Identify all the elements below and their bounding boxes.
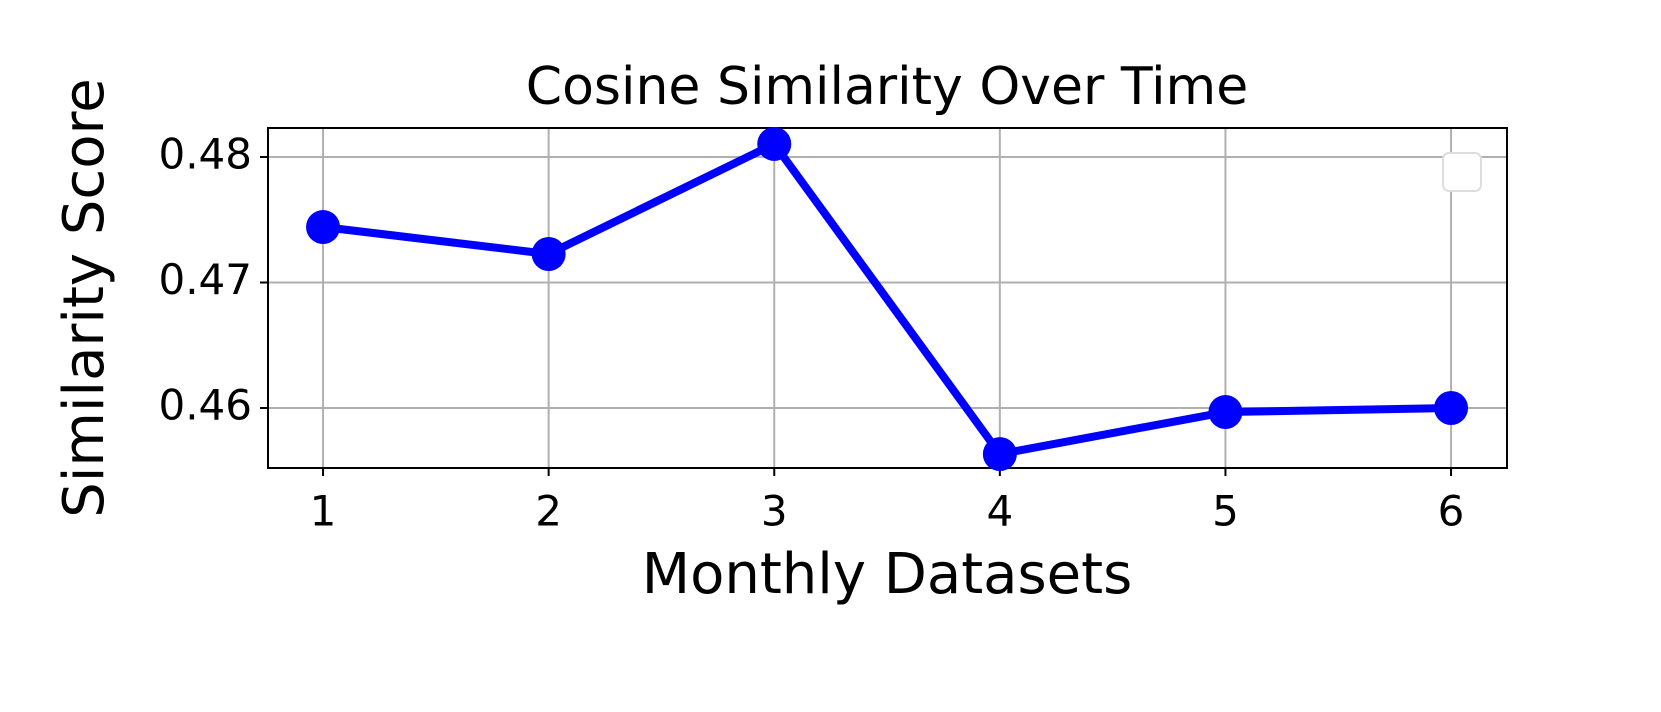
x-tick-label: 4 [986,487,1013,536]
chart-title: Cosine Similarity Over Time [526,57,1248,117]
y-tick-label: 0.46 [158,381,252,430]
x-tick-label: 3 [761,487,788,536]
x-tick-label: 6 [1438,487,1465,536]
data-point [1208,395,1243,430]
x-tick-label: 5 [1212,487,1239,536]
data-point [306,210,341,245]
y-tick-label: 0.48 [158,129,252,178]
x-tick-label: 2 [535,487,562,536]
data-point [982,437,1017,472]
y-tick-label: 0.47 [158,255,252,304]
x-tick-label: 1 [310,487,337,536]
series-line [322,139,1452,459]
legend-box [1442,152,1482,192]
y-axis-label: Similarity Score [52,78,117,517]
plot-frame [267,127,1508,469]
data-point [531,237,566,272]
x-axis-label: Monthly Datasets [642,542,1133,607]
data-point [757,126,792,161]
data-point [1434,391,1469,426]
